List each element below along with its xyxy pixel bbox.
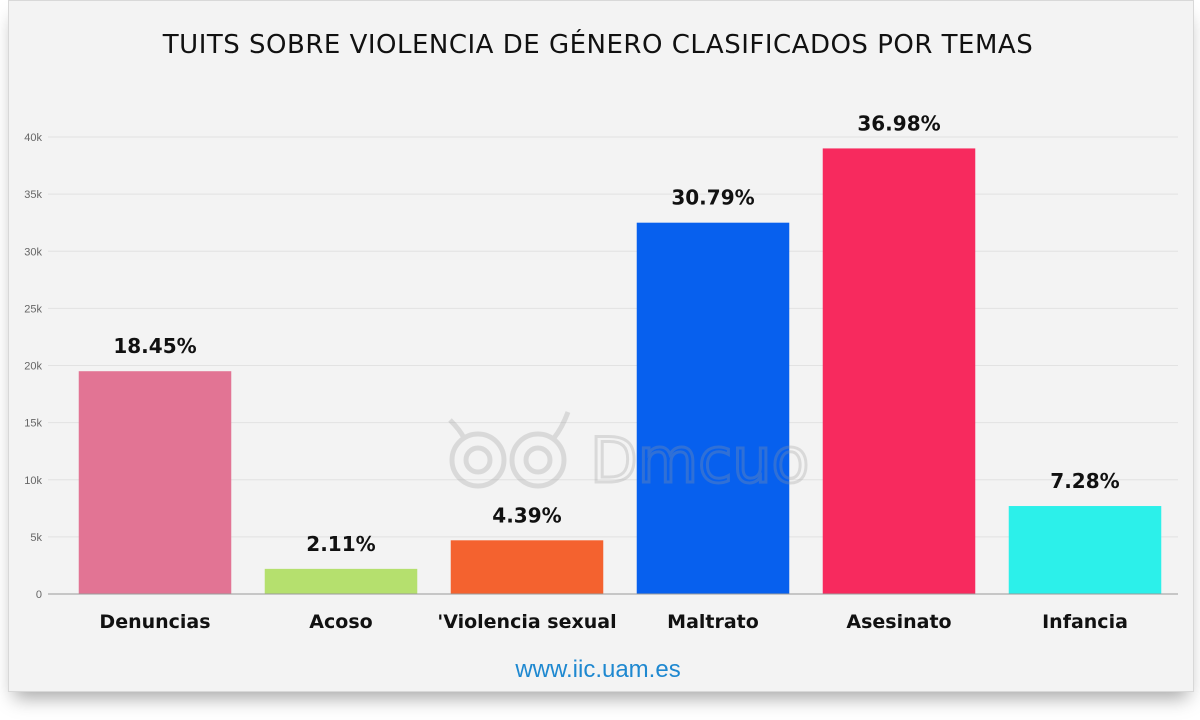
data-label: 2.11% [306, 532, 375, 556]
watermark-text: Dmcuo [590, 424, 809, 497]
gridlines [48, 136, 1178, 538]
bar [636, 222, 790, 594]
x-tick-label: Denuncias [99, 611, 210, 633]
y-tick-label: 10k [24, 475, 42, 487]
owl-logo-watermark: Dmcuo [448, 411, 811, 499]
bar [822, 148, 976, 595]
bars [78, 148, 1162, 595]
y-tick-label: 5k [30, 532, 42, 544]
x-tick-label: Acoso [309, 611, 372, 633]
bar [264, 568, 418, 594]
bar [1008, 506, 1162, 594]
y-tick-label: 25k [24, 303, 42, 315]
x-tick-label: Asesinato [846, 611, 951, 633]
y-tick-label: 35k [24, 189, 42, 201]
chart-title: TUITS SOBRE VIOLENCIA DE GÉNERO CLASIFIC… [162, 30, 1034, 60]
y-tick-label: 15k [24, 418, 42, 430]
data-label: 7.28% [1050, 469, 1119, 493]
y-tick-label: 20k [24, 361, 42, 373]
source-link[interactable]: www.iic.uam.es [515, 656, 681, 683]
y-tick-label: 30k [24, 246, 42, 258]
data-label: 4.39% [492, 503, 561, 527]
y-tick-label: 0 [36, 589, 42, 601]
bar [450, 540, 604, 594]
x-axis-tick-labels: Denuncias Acoso 'Violencia sexual Maltrato A… [99, 611, 1127, 633]
data-label: 18.45% [113, 334, 196, 358]
x-tick-label: 'Violencia sexual [437, 611, 616, 633]
data-label: 36.98% [857, 111, 940, 135]
bar [78, 371, 232, 594]
data-labels: 18.45% 2.11% 4.39% 30.79% 36.98% 7.28% [113, 111, 1119, 555]
x-tick-label: Infancia [1042, 611, 1128, 633]
x-tick-label: Maltrato [667, 611, 759, 633]
y-tick-label: 40k [24, 132, 42, 144]
data-label: 30.79% [671, 186, 754, 210]
y-axis-ticks: 0 5k 10k 15k 20k 25k 30k 35k 40k [24, 132, 42, 601]
